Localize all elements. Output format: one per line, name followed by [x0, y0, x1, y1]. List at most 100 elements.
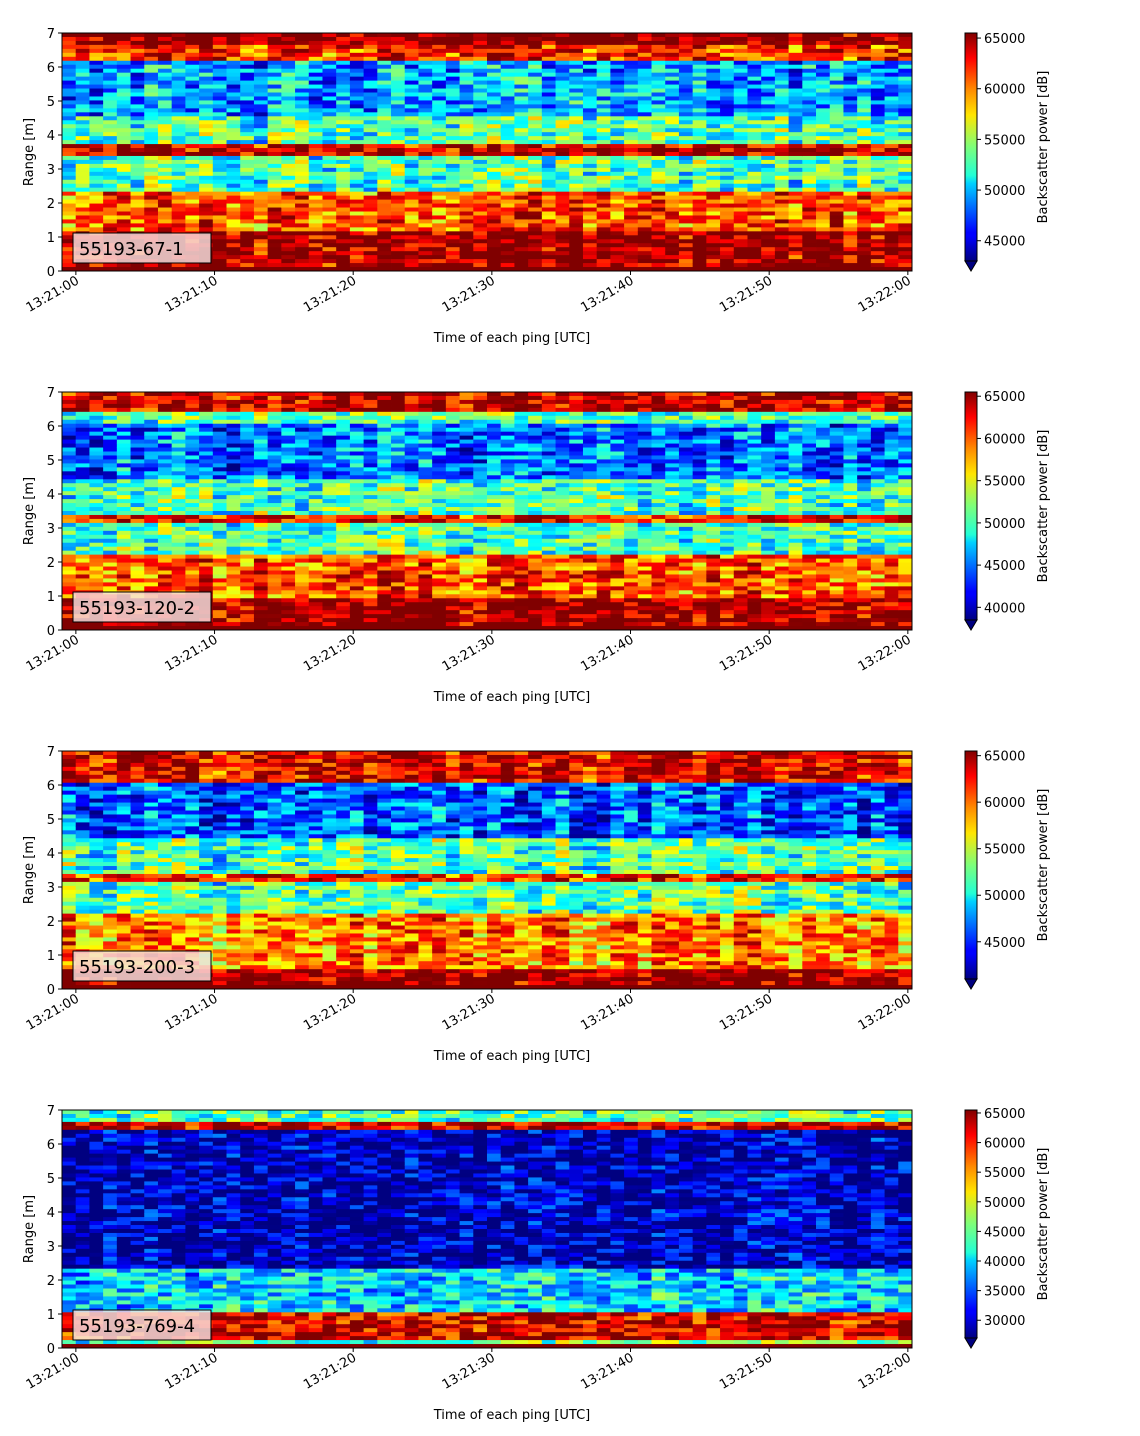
heatmap-cell — [171, 439, 186, 444]
heatmap-cell — [322, 522, 337, 528]
heatmap-cell — [75, 80, 90, 85]
heatmap-cell — [747, 112, 762, 117]
heatmap-cell — [185, 522, 200, 528]
heatmap-cell — [267, 33, 282, 38]
heatmap-cell — [541, 263, 556, 268]
heatmap-cell — [665, 211, 680, 216]
heatmap-cell — [843, 255, 858, 260]
heatmap-cell — [665, 120, 680, 125]
heatmap-cell — [445, 235, 460, 240]
heatmap-cell — [89, 72, 104, 78]
heatmap-cell — [445, 219, 460, 224]
heatmap-cell — [459, 223, 474, 228]
heatmap-cell — [884, 88, 899, 93]
heatmap-cell — [62, 195, 77, 200]
heatmap-cell — [665, 80, 680, 85]
heatmap-cell — [610, 60, 625, 66]
heatmap-cell — [267, 626, 282, 631]
heatmap-cell — [569, 152, 584, 157]
heatmap-cell — [774, 108, 790, 113]
heatmap-cell — [637, 227, 652, 232]
heatmap-cell — [459, 36, 474, 42]
heatmap-cell — [144, 64, 159, 70]
heatmap-cell — [75, 491, 90, 496]
heatmap-cell — [816, 267, 831, 272]
heatmap-cell — [267, 72, 282, 78]
heatmap-cell — [253, 622, 269, 627]
heatmap-cell — [295, 199, 310, 204]
heatmap-cell — [103, 570, 118, 575]
heatmap-cell — [528, 267, 543, 272]
heatmap-cell — [226, 211, 241, 216]
heatmap-cell — [62, 427, 77, 433]
heatmap-cell — [774, 251, 790, 256]
heatmap-cell — [747, 235, 762, 240]
heatmap-cell — [733, 255, 748, 260]
heatmap-cell — [377, 171, 392, 177]
heatmap-cell — [212, 179, 227, 185]
heatmap-cell — [185, 491, 200, 496]
heatmap-cell — [706, 44, 721, 50]
heatmap-cell — [171, 263, 186, 268]
heatmap-cell — [89, 491, 104, 496]
heatmap-cell — [62, 96, 77, 101]
heatmap-cell — [692, 140, 707, 145]
heatmap-cell — [637, 259, 652, 264]
heatmap-cell — [843, 60, 858, 66]
heatmap-cell — [363, 239, 378, 244]
heatmap-cell — [596, 64, 611, 70]
heatmap-cell — [391, 92, 406, 97]
heatmap-cell — [336, 443, 351, 448]
heatmap-cell — [295, 546, 310, 552]
heatmap-cell — [308, 439, 323, 444]
heatmap-cell — [569, 211, 584, 216]
heatmap-cell — [459, 175, 474, 181]
heatmap-cell — [253, 171, 269, 177]
heatmap-cell — [788, 187, 803, 193]
heatmap-cell — [857, 40, 872, 46]
heatmap-cell — [624, 235, 639, 240]
heatmap-cell — [404, 48, 419, 54]
heatmap-cell — [528, 235, 543, 240]
heatmap-cell — [678, 179, 694, 185]
heatmap-cell — [144, 148, 159, 153]
heatmap-cell — [596, 52, 611, 58]
heatmap-cell — [528, 88, 543, 93]
heatmap-cell — [555, 92, 570, 97]
heatmap-cell — [157, 159, 173, 165]
heatmap-cell — [253, 251, 269, 256]
heatmap-cell — [459, 104, 474, 109]
heatmap-cell — [171, 52, 186, 58]
heatmap-cell — [692, 72, 707, 78]
heatmap-cell — [62, 155, 77, 161]
heatmap-cell — [308, 530, 323, 536]
heatmap-cell — [295, 56, 310, 62]
heatmap-cell — [130, 152, 145, 157]
heatmap-cell — [816, 104, 831, 109]
heatmap-cell — [240, 187, 255, 193]
heatmap-cell — [116, 392, 131, 397]
heatmap-cell — [816, 195, 831, 200]
heatmap-cell — [774, 124, 790, 129]
heatmap-cell — [185, 538, 200, 544]
heatmap-cell — [144, 526, 159, 532]
heatmap-cell — [541, 136, 556, 141]
heatmap-cell — [308, 511, 323, 516]
heatmap-cell — [898, 239, 913, 244]
heatmap-cell — [665, 183, 680, 189]
heatmap-cell — [555, 132, 570, 137]
heatmap-cell — [130, 574, 145, 579]
heatmap-cell — [720, 155, 735, 161]
heatmap-cell — [185, 183, 200, 189]
heatmap-cell — [802, 171, 817, 177]
heatmap-cell — [199, 586, 214, 591]
heatmap-cell — [281, 395, 296, 401]
heatmap-cell — [816, 211, 831, 216]
heatmap-cell — [610, 259, 625, 264]
heatmap-cell — [240, 578, 255, 583]
heatmap-cell — [240, 159, 255, 165]
heatmap-cell — [637, 128, 652, 133]
heatmap-cell — [240, 622, 255, 627]
heatmap-cell — [706, 259, 721, 264]
heatmap-cell — [459, 191, 474, 197]
